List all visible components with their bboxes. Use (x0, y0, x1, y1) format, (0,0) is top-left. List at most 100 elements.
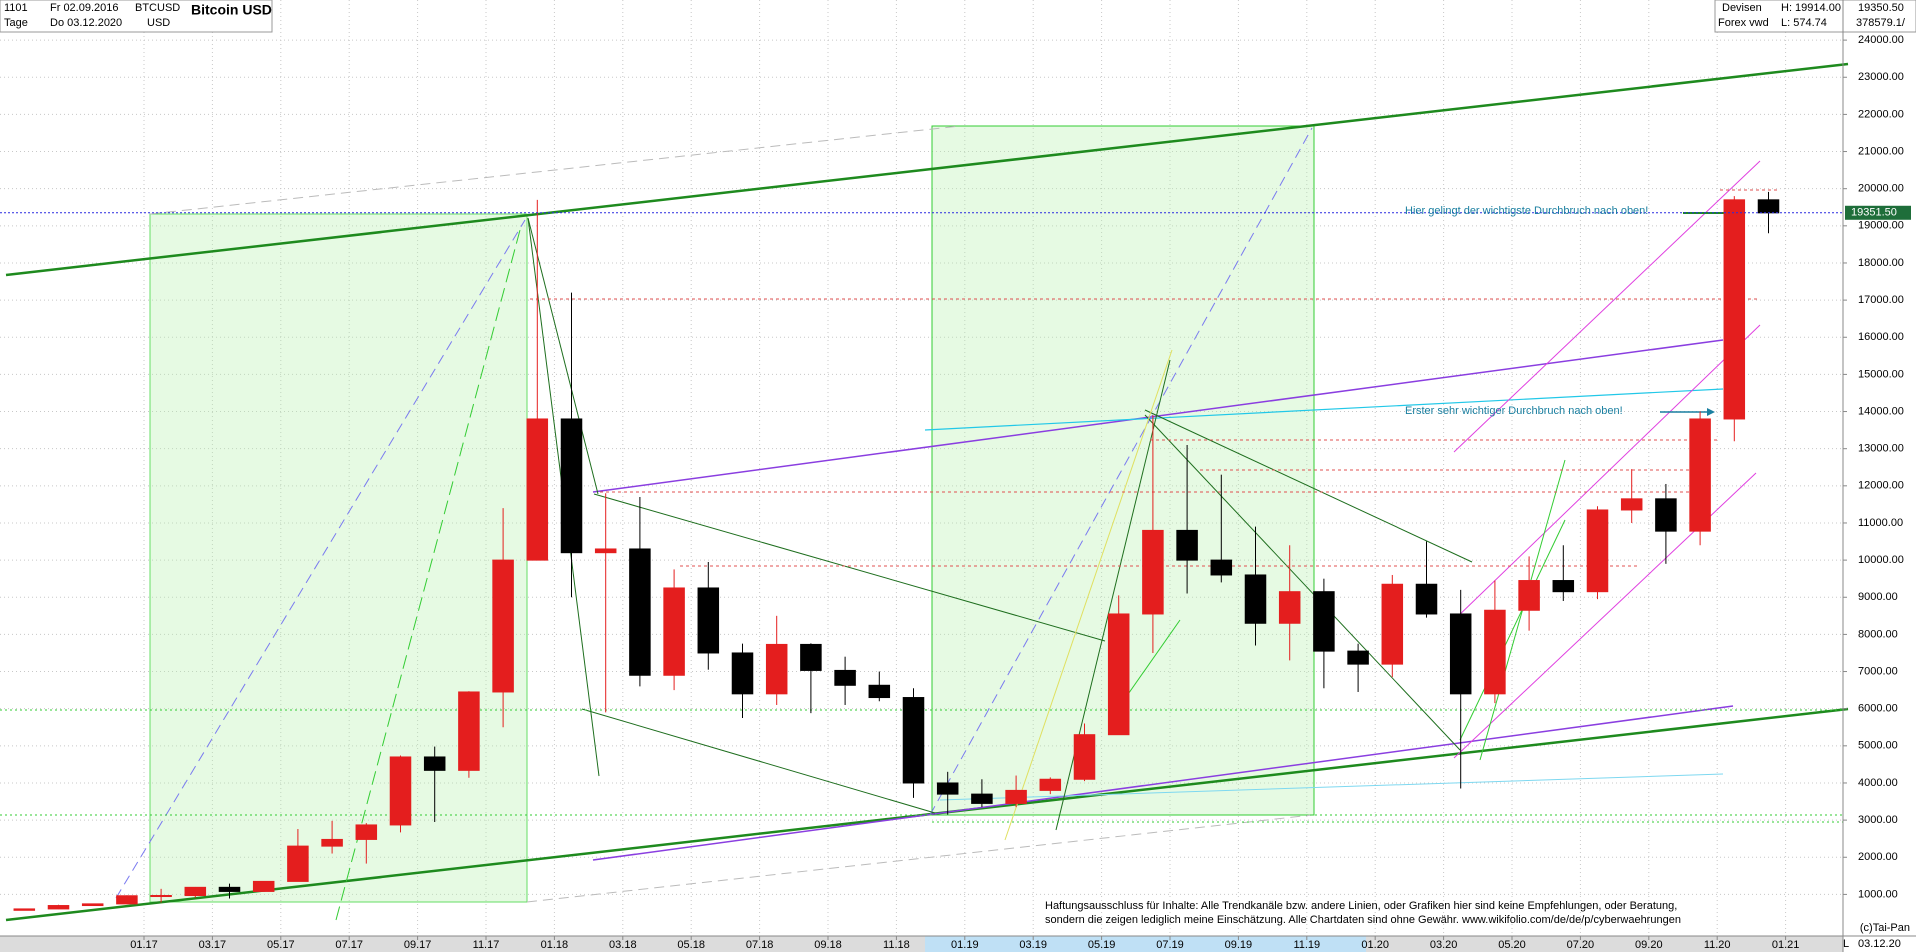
x-tick-label: 09.19 (1225, 939, 1253, 951)
candle-body (1142, 529, 1164, 615)
candle-body (936, 782, 959, 795)
y-tick-label: 15000.00 (1858, 368, 1904, 380)
trend-line (5, 62, 1849, 277)
plot-layer (0, 191, 1843, 911)
axis-layer: 1000.00 2000.00 3000.00 4000.00 5000.00 6000.… (130, 34, 1911, 951)
last-price-box (1845, 205, 1911, 220)
trend-line (527, 217, 599, 495)
candle-body (1039, 778, 1062, 791)
y-tick-label: 23000.00 (1858, 71, 1904, 83)
header-last: 19350.50 (1858, 2, 1904, 14)
candle-body (81, 903, 104, 907)
y-tick-label: 16000.00 (1858, 331, 1904, 343)
x-tick-label: 07.19 (1156, 939, 1184, 951)
candle-body (1313, 591, 1335, 652)
y-tick-label: 17000.00 (1858, 294, 1904, 306)
x-tick-label: 09.18 (814, 939, 842, 951)
trend-line (939, 773, 1724, 801)
copyright: (c)Tai-Pan (1860, 922, 1910, 934)
candle-body (492, 559, 514, 693)
candle-body (697, 587, 720, 654)
candle-body (1484, 609, 1506, 695)
x-tick-label: 01.21 (1772, 939, 1800, 951)
disclaimer: Haftungsausschluss für Inhalte: Alle Tre… (1045, 900, 1677, 912)
candle-body (1689, 418, 1711, 532)
y-tick-label: 5000.00 (1858, 740, 1898, 752)
y-tick-label: 18000.00 (1858, 257, 1904, 269)
x-tick-label: 03.17 (199, 939, 227, 951)
candle-body (1347, 650, 1369, 665)
trend-line (1459, 519, 1566, 741)
candle-body (731, 652, 754, 695)
header-box (0, 0, 273, 33)
header-market: Devisen (1722, 2, 1762, 14)
scale-mode: L (1843, 938, 1849, 950)
y-tick-label: 4000.00 (1858, 777, 1898, 789)
candle-body (663, 587, 685, 676)
y-tick-label: 6000.00 (1858, 703, 1898, 715)
candle-body (1107, 613, 1130, 736)
last-price-label: 19351.50 (1851, 207, 1897, 219)
arrow-head (1707, 408, 1715, 416)
y-tick-label: 1000.00 (1858, 888, 1898, 900)
annotation: Hier gelingt der wichtigste Durchbruch n… (1405, 205, 1648, 217)
y-tick-label: 11000.00 (1858, 517, 1903, 529)
trend-line (1144, 414, 1461, 751)
candle-body (560, 418, 583, 554)
annotation: Erster sehr wichtiger Durchbruch nach ob… (1405, 405, 1623, 417)
candle-body (971, 793, 993, 804)
header-box (1714, 0, 1916, 33)
candle-body (526, 418, 549, 561)
trend-drawings (0, 62, 1849, 922)
header-volume: 378579.1/ (1856, 17, 1906, 29)
candle-body (1210, 559, 1233, 576)
trend-line (526, 814, 1313, 903)
candle-body (1381, 583, 1404, 665)
x-tick-label: 03.18 (609, 939, 637, 951)
trend-line (149, 125, 961, 215)
x-tick-label: 03.20 (1430, 939, 1458, 951)
header-source: Forex vwd (1718, 17, 1769, 29)
x-tick-label: 09.17 (404, 939, 432, 951)
candle-body (1449, 613, 1472, 695)
trend-line (593, 493, 1106, 642)
candle-body (389, 756, 412, 826)
candle-body (800, 643, 822, 671)
candle-body (1278, 591, 1301, 624)
candle-body (218, 886, 241, 892)
header-period: Tage (4, 17, 28, 29)
trend-line (592, 705, 1734, 861)
y-tick-label: 22000.00 (1858, 108, 1904, 120)
x-tick-label: 01.19 (951, 939, 979, 951)
header-low: L: 574.74 (1781, 17, 1827, 29)
candle-body (1244, 574, 1267, 624)
disclaimer: sondern die zeigen lediglich meine Einsc… (1045, 914, 1681, 926)
x-tick-label: 07.17 (335, 939, 363, 951)
candle-body (1552, 580, 1575, 593)
candle-body (1176, 529, 1198, 561)
x-axis-highlight (925, 936, 1366, 952)
x-tick-label: 01.17 (130, 939, 158, 951)
candle-body (47, 905, 70, 910)
header-id: 1101 (4, 2, 28, 14)
y-tick-label: 7000.00 (1858, 665, 1898, 677)
y-tick-label: 24000.00 (1858, 34, 1904, 46)
header-high: H: 19914.00 (1781, 2, 1841, 14)
y-tick-label: 13000.00 (1858, 443, 1904, 455)
end-date: 03.12.20 (1858, 938, 1901, 950)
header-symbol: BTCUSD (135, 2, 180, 14)
trend-line (1453, 324, 1761, 621)
y-tick-label: 20000.00 (1858, 183, 1904, 195)
y-tick-label: 8000.00 (1858, 628, 1898, 640)
y-tick-label: 10000.00 (1858, 554, 1904, 566)
x-tick-label: 05.17 (267, 939, 295, 951)
trend-line (1144, 409, 1473, 563)
y-tick-label: 3000.00 (1858, 814, 1898, 826)
trend-line (115, 219, 526, 899)
trend-line (924, 388, 1724, 431)
y-tick-label: 14000.00 (1858, 405, 1904, 417)
candle-body (1586, 509, 1609, 593)
x-axis-band (0, 936, 1843, 952)
